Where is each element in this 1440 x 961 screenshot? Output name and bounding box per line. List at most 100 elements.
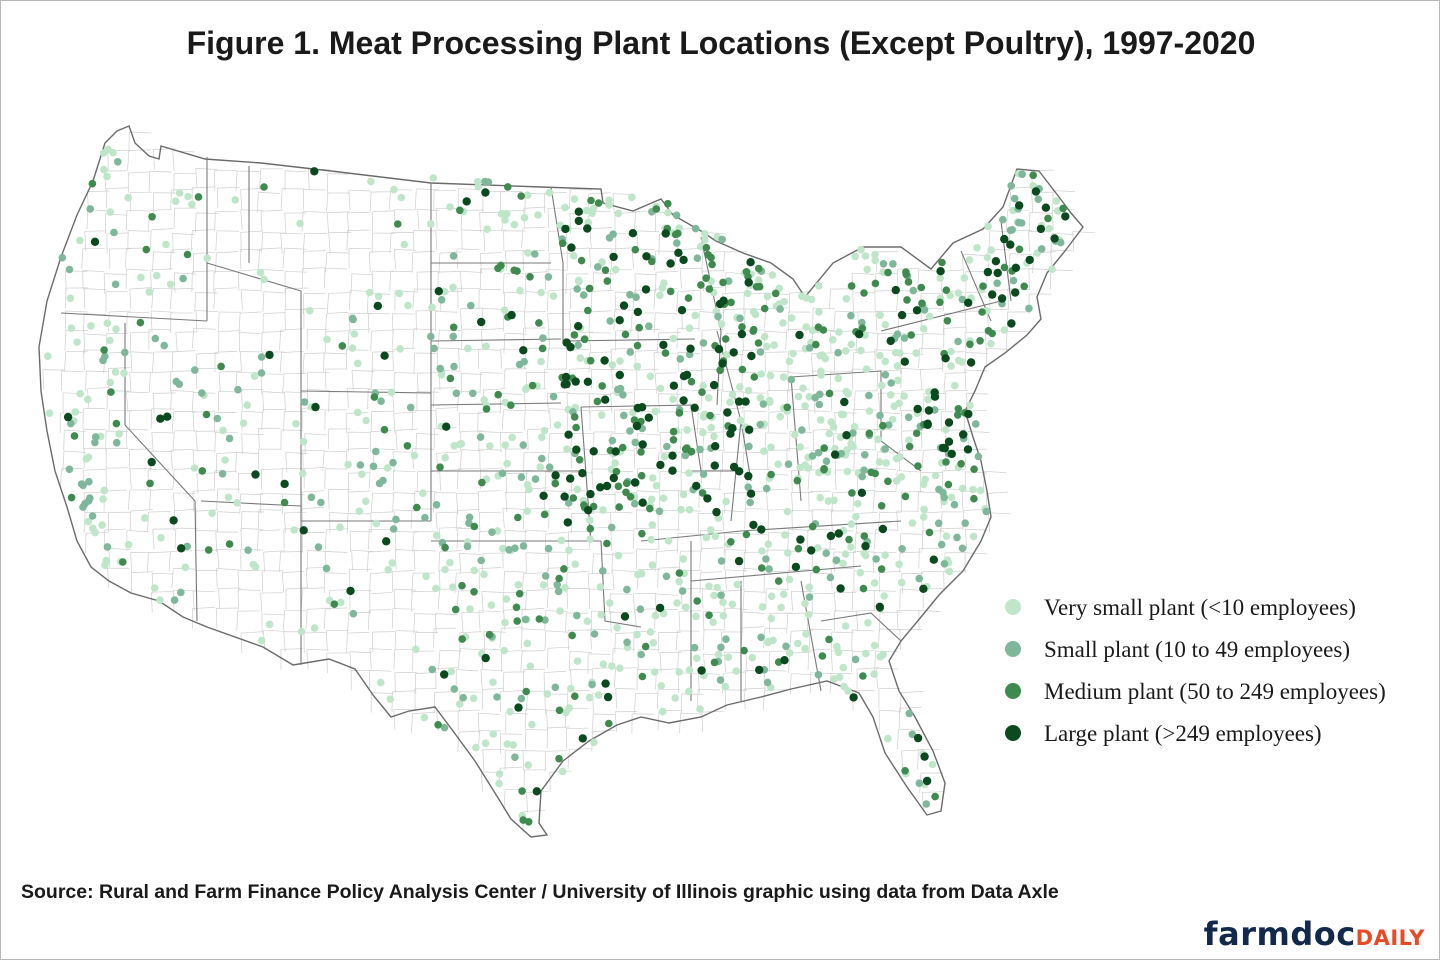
plant-point-very-small — [755, 276, 763, 284]
plant-point-large — [621, 612, 629, 620]
county-line — [436, 513, 437, 533]
county-line — [283, 373, 284, 393]
county-line — [394, 413, 395, 433]
plant-point-medium — [698, 388, 706, 396]
plant-point-very-small — [556, 607, 564, 615]
plant-point-very-small — [500, 647, 508, 655]
plant-point-very-small — [554, 421, 562, 429]
county-line — [484, 631, 485, 651]
county-line — [745, 491, 746, 511]
plant-point-medium — [578, 257, 586, 265]
county-line — [346, 633, 347, 653]
plant-point-small — [511, 753, 519, 761]
plant-point-medium — [688, 378, 696, 386]
county-line — [458, 649, 459, 669]
plant-point-large — [575, 208, 583, 216]
county-line — [523, 227, 545, 228]
plant-point-medium — [685, 294, 693, 302]
county-line — [395, 531, 396, 551]
plant-point-medium — [434, 721, 442, 729]
plant-point-very-small — [208, 509, 216, 517]
county-line — [635, 274, 657, 275]
county-line — [440, 470, 441, 490]
plant-point-small — [717, 591, 725, 599]
plant-point-small — [121, 349, 129, 357]
plant-point-very-small — [162, 241, 170, 249]
county-line — [393, 471, 415, 472]
plant-point-large — [998, 294, 1006, 302]
county-line — [657, 689, 658, 709]
plant-point-very-small — [769, 271, 777, 279]
plant-point-medium — [743, 531, 751, 539]
county-line — [176, 332, 177, 352]
county-line — [438, 650, 439, 670]
county-line — [588, 573, 610, 574]
plant-point-medium — [820, 326, 828, 334]
plant-point-medium — [667, 288, 675, 296]
plant-point-large — [91, 238, 99, 246]
plant-point-very-small — [745, 387, 753, 395]
county-line — [502, 410, 503, 430]
plant-point-large — [1042, 204, 1050, 212]
plant-point-small — [700, 339, 708, 347]
plant-point-very-small — [657, 682, 665, 690]
county-line — [417, 373, 418, 393]
county-line — [702, 589, 724, 590]
county-line — [1029, 269, 1051, 270]
plant-point-small — [516, 361, 524, 369]
plant-point-large — [728, 424, 736, 432]
county-line — [215, 212, 216, 232]
plant-point-very-small — [296, 220, 304, 228]
plant-point-large — [730, 463, 738, 471]
county-line — [302, 507, 324, 508]
plant-point-medium — [676, 569, 684, 577]
plant-point-medium — [615, 503, 623, 511]
county-line — [589, 248, 590, 268]
county-line — [565, 613, 566, 633]
plant-point-very-small — [298, 628, 306, 636]
county-line — [790, 631, 791, 651]
plant-point-very-small — [848, 520, 856, 528]
plant-point-very-small — [825, 497, 833, 505]
county-line — [264, 552, 265, 572]
plant-point-large — [482, 654, 490, 662]
plant-point-medium — [536, 615, 544, 623]
plant-point-very-small — [480, 571, 488, 579]
plant-point-very-small — [537, 463, 545, 471]
plant-point-medium — [107, 388, 115, 396]
plant-point-very-small — [524, 640, 532, 648]
plant-point-large — [924, 421, 932, 429]
plant-point-small — [177, 589, 185, 597]
plant-point-small — [847, 312, 855, 320]
county-line — [547, 588, 548, 608]
plant-point-large — [744, 472, 752, 480]
county-line — [524, 410, 525, 430]
plant-point-medium — [761, 305, 769, 313]
plant-point-medium — [943, 286, 951, 294]
plant-point-very-small — [167, 281, 175, 289]
county-line — [615, 292, 616, 312]
county-line — [792, 510, 814, 511]
plant-point-very-small — [501, 619, 509, 627]
plant-point-large — [746, 258, 754, 266]
plant-point-small — [782, 643, 790, 651]
plant-point-small — [798, 426, 806, 434]
plant-point-very-small — [153, 272, 161, 280]
county-line — [853, 293, 854, 313]
county-line — [240, 312, 262, 313]
county-line — [306, 609, 307, 629]
plant-point-medium — [719, 279, 727, 287]
county-line — [257, 192, 258, 212]
county-line — [898, 268, 920, 269]
plant-point-very-small — [362, 417, 370, 425]
plant-point-large — [994, 269, 1002, 277]
county-line — [394, 510, 416, 511]
plant-point-medium — [518, 787, 526, 795]
county-line — [874, 529, 875, 549]
plant-point-large — [620, 301, 628, 309]
county-line — [104, 274, 126, 275]
plant-point-small — [626, 291, 634, 299]
county-line — [148, 512, 170, 513]
county-line — [241, 189, 242, 209]
plant-point-small — [467, 302, 475, 310]
